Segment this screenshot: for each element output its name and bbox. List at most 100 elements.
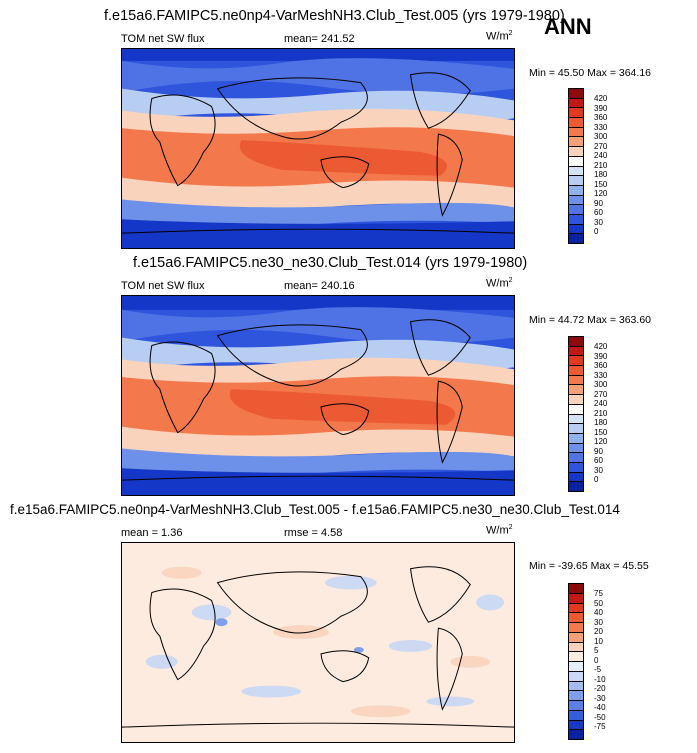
colorbar-swatch — [569, 195, 583, 206]
colorbar-swatch — [569, 98, 583, 109]
colorbar-label: -10 — [594, 674, 606, 684]
colorbar-label: 0 — [594, 475, 599, 484]
colorbar-label: 30 — [594, 617, 603, 627]
colorbar-label: 90 — [594, 446, 603, 456]
colorbar-label: 30 — [594, 465, 603, 475]
panel3-map — [121, 542, 515, 743]
colorbar-label: 210 — [594, 408, 608, 418]
panel3-colorbar-labels: 75 50 40 30 20 10 5 0 -5 -10 -20 -30 -40… — [594, 589, 606, 732]
colorbar-swatch — [569, 127, 583, 138]
panel2-mean-label: mean= 240.16 — [284, 280, 355, 292]
colorbar-swatch — [569, 375, 583, 386]
colorbar-label: 10 — [594, 636, 603, 646]
colorbar-label: 90 — [594, 198, 603, 208]
colorbar-swatch — [569, 185, 583, 196]
panel1-mean-label: mean= 241.52 — [284, 33, 355, 45]
colorbar-label: 150 — [594, 179, 608, 189]
colorbar-label: 180 — [594, 418, 608, 427]
colorbar-swatch — [569, 710, 583, 721]
colorbar-label: 210 — [594, 160, 608, 170]
colorbar-label: -40 — [594, 703, 606, 712]
colorbar-label: 240 — [594, 151, 608, 160]
colorbar-label: 360 — [594, 113, 608, 122]
colorbar-swatch — [569, 482, 583, 491]
colorbar-swatch — [569, 652, 583, 662]
colorbar-swatch — [569, 346, 583, 357]
colorbar-label: 420 — [594, 94, 608, 103]
colorbar-swatch — [569, 453, 583, 463]
colorbar-swatch — [569, 681, 583, 692]
colorbar-label: 0 — [594, 655, 599, 665]
colorbar-swatch — [569, 404, 583, 415]
colorbar-label: 5 — [594, 646, 599, 655]
colorbar-swatch — [569, 176, 583, 186]
colorbar-label: 150 — [594, 427, 608, 437]
colorbar-label: 240 — [594, 399, 608, 408]
colorbar-swatch — [569, 691, 583, 701]
colorbar-swatch — [569, 89, 583, 99]
panel1-variable-label: TOM net SW flux — [121, 33, 205, 45]
panel2-map — [121, 295, 515, 496]
colorbar-swatch — [569, 671, 583, 682]
colorbar-label: 330 — [594, 122, 608, 132]
colorbar-label: 390 — [594, 351, 608, 361]
colorbar-label: 420 — [594, 342, 608, 351]
colorbar-label: -5 — [594, 665, 602, 674]
panel1-minmax: Min = 45.50 Max = 364.16 — [529, 67, 651, 79]
colorbar-label: 120 — [594, 437, 608, 446]
colorbar-swatch — [569, 156, 583, 167]
colorbar-label: 40 — [594, 608, 603, 617]
panel3-units: W/m2 — [486, 524, 513, 537]
colorbar-label: -20 — [594, 684, 606, 693]
panel1-title: f.e15a6.FAMIPC5.ne0np4-VarMeshNH3.Club_T… — [104, 8, 565, 24]
colorbar-swatch — [569, 662, 583, 672]
panel2-colorbar — [568, 336, 584, 492]
panel2-variable-label: TOM net SW flux — [121, 280, 205, 292]
panel1-units: W/m2 — [486, 30, 513, 43]
panel2-minmax: Min = 44.72 Max = 363.60 — [529, 314, 651, 326]
colorbar-swatch — [569, 472, 583, 483]
panel3-title: f.e15a6.FAMIPC5.ne0np4-VarMeshNH3.Club_T… — [10, 502, 620, 517]
colorbar-swatch — [569, 147, 583, 157]
colorbar-label: 60 — [594, 208, 603, 217]
panel3-mean-label: mean = 1.36 — [121, 527, 183, 539]
colorbar-swatch — [569, 137, 583, 148]
colorbar-swatch — [569, 623, 583, 633]
colorbar-swatch — [569, 632, 583, 643]
colorbar-label: -50 — [594, 712, 606, 722]
panel1-colorbar-labels: 420 390 360 330 300 270 240 210 180 150 … — [594, 94, 607, 237]
colorbar-label: -30 — [594, 693, 606, 703]
panel3-colorbar — [568, 583, 584, 740]
colorbar-label: 20 — [594, 627, 603, 636]
colorbar-label: 50 — [594, 598, 603, 608]
colorbar-label: 75 — [594, 589, 603, 598]
colorbar-swatch — [569, 720, 583, 731]
colorbar-swatch — [569, 385, 583, 396]
colorbar-label: 0 — [594, 227, 599, 236]
colorbar-swatch — [569, 603, 583, 614]
panel2-colorbar-labels: 420 390 360 330 300 270 240 210 180 150 … — [594, 342, 607, 485]
colorbar-swatch — [569, 118, 583, 128]
panel1-colorbar — [568, 88, 584, 244]
colorbar-label: -75 — [594, 722, 606, 731]
colorbar-label: 60 — [594, 456, 603, 465]
colorbar-swatch — [569, 584, 583, 594]
colorbar-label: 300 — [594, 132, 608, 141]
colorbar-label: 360 — [594, 361, 608, 370]
colorbar-swatch — [569, 337, 583, 347]
colorbar-swatch — [569, 166, 583, 177]
panel3-minmax: Min = -39.65 Max = 45.55 — [529, 560, 649, 572]
colorbar-swatch — [569, 642, 583, 653]
panel2-units: W/m2 — [486, 277, 513, 290]
colorbar-swatch — [569, 224, 583, 235]
colorbar-swatch — [569, 424, 583, 434]
colorbar-swatch — [569, 356, 583, 367]
colorbar-label: 30 — [594, 217, 603, 227]
colorbar-swatch — [569, 462, 583, 473]
panel1-map — [121, 48, 515, 249]
colorbar-swatch — [569, 730, 583, 739]
colorbar-swatch — [569, 366, 583, 376]
colorbar-swatch — [569, 234, 583, 243]
colorbar-swatch — [569, 205, 583, 215]
colorbar-swatch — [569, 701, 583, 711]
